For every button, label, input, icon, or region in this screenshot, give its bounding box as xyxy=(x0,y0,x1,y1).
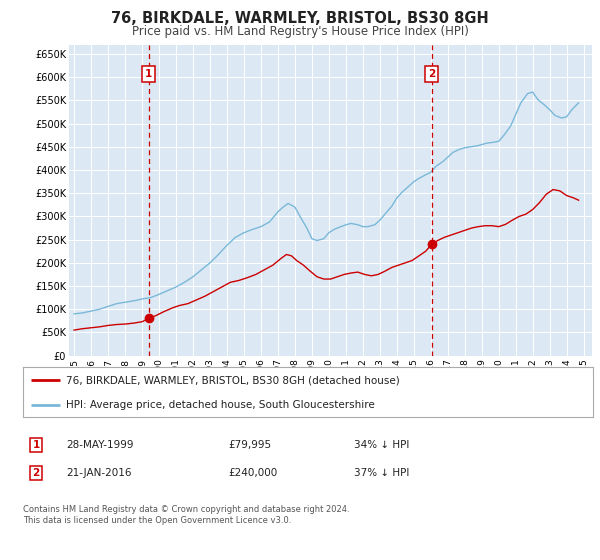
Text: 76, BIRKDALE, WARMLEY, BRISTOL, BS30 8GH (detached house): 76, BIRKDALE, WARMLEY, BRISTOL, BS30 8GH… xyxy=(65,375,400,385)
Text: 34% ↓ HPI: 34% ↓ HPI xyxy=(354,440,409,450)
Text: 37% ↓ HPI: 37% ↓ HPI xyxy=(354,468,409,478)
Text: 21-JAN-2016: 21-JAN-2016 xyxy=(66,468,131,478)
Text: 2: 2 xyxy=(32,468,40,478)
Text: 1: 1 xyxy=(145,69,152,80)
Text: 28-MAY-1999: 28-MAY-1999 xyxy=(66,440,133,450)
Text: Contains HM Land Registry data © Crown copyright and database right 2024.
This d: Contains HM Land Registry data © Crown c… xyxy=(23,505,349,525)
Text: 76, BIRKDALE, WARMLEY, BRISTOL, BS30 8GH: 76, BIRKDALE, WARMLEY, BRISTOL, BS30 8GH xyxy=(111,11,489,26)
Text: HPI: Average price, detached house, South Gloucestershire: HPI: Average price, detached house, Sout… xyxy=(65,400,374,409)
Text: Price paid vs. HM Land Registry's House Price Index (HPI): Price paid vs. HM Land Registry's House … xyxy=(131,25,469,38)
Text: 1: 1 xyxy=(32,440,40,450)
Text: £240,000: £240,000 xyxy=(228,468,277,478)
Text: 2: 2 xyxy=(428,69,435,80)
Text: £79,995: £79,995 xyxy=(228,440,271,450)
